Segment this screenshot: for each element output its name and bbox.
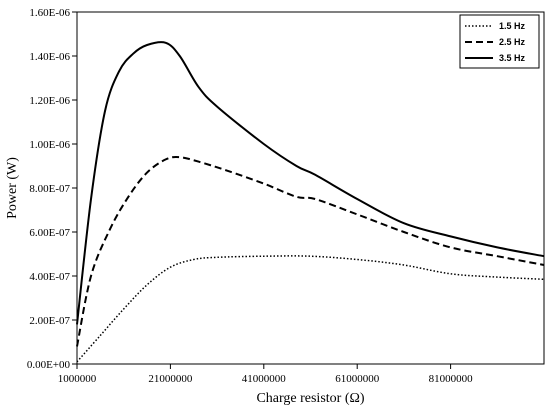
- legend-label-1-5-hz: 1.5 Hz: [499, 21, 526, 31]
- y-axis-ticks: 0.00E+00 2.00E-07 4.00E-07 6.00E-07 8.00E-07…: [27, 7, 77, 371]
- legend-box: [459, 14, 540, 69]
- y-tick-label: 1.60E-06: [29, 7, 70, 19]
- x-tick-label: 61000000: [335, 373, 380, 385]
- plot-area-frame: [76, 11, 545, 365]
- x-tick-label: 1000000: [58, 373, 97, 385]
- y-tick-label: 0.00E+00: [27, 359, 71, 371]
- x-axis-ticks: 1000000 21000000 41000000 61000000 81000000: [58, 364, 473, 385]
- x-tick-label: 41000000: [242, 373, 287, 385]
- y-tick-label: 2.00E-07: [29, 315, 70, 327]
- legend-label-2-5-hz: 2.5 Hz: [499, 37, 526, 47]
- series-line-1-5-hz: [76, 255, 545, 363]
- y-tick-label: 1.00E-06: [29, 139, 70, 151]
- series-layer: [76, 41, 545, 363]
- y-tick-label: 1.40E-06: [29, 51, 70, 63]
- series-line-2-5-hz: [76, 156, 545, 347]
- legend: 1.5 Hz 2.5 Hz 3.5 Hz: [459, 14, 540, 69]
- y-tick-label: 1.20E-06: [29, 95, 70, 107]
- y-tick-label: 6.00E-07: [29, 227, 70, 239]
- y-axis-title: Power (W): [5, 157, 20, 219]
- x-tick-label: 21000000: [148, 373, 193, 385]
- y-tick-label: 4.00E-07: [29, 271, 70, 283]
- y-tick-label: 8.00E-07: [29, 183, 70, 195]
- x-tick-label: 81000000: [429, 373, 474, 385]
- series-line-3-5-hz: [76, 41, 545, 325]
- x-axis-title: Charge resistor (Ω): [256, 391, 364, 406]
- legend-label-3-5-hz: 3.5 Hz: [499, 53, 526, 63]
